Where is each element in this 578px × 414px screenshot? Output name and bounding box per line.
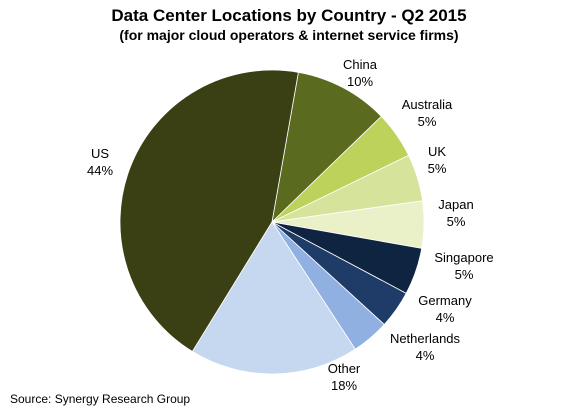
slice-percent-us: 44% [87, 163, 113, 178]
slice-label-netherlands: Netherlands [390, 331, 461, 346]
pie-slice-china [271, 71, 382, 224]
slice-percent-germany: 4% [436, 310, 455, 325]
slice-percent-netherlands: 4% [416, 348, 435, 363]
source-note: Source: Synergy Research Group [10, 392, 191, 406]
slice-percent-singapore: 5% [455, 267, 474, 282]
slice-percent-other: 18% [331, 378, 357, 393]
pie-slice-us [119, 69, 299, 353]
slice-percent-australia: 5% [418, 114, 437, 129]
slice-percent-japan: 5% [447, 214, 466, 229]
pie-slice-other [191, 221, 356, 375]
slice-label-other: Other [328, 361, 361, 376]
slice-label-australia: Australia [402, 97, 453, 112]
slice-label-us: US [91, 146, 109, 161]
slice-label-singapore: Singapore [434, 250, 493, 265]
slice-percent-uk: 5% [428, 161, 447, 176]
slice-percent-china: 10% [347, 74, 373, 89]
slice-label-japan: Japan [438, 197, 473, 212]
slice-label-germany: Germany [418, 293, 472, 308]
slice-label-uk: UK [428, 144, 446, 159]
chart-subtitle: (for major cloud operators & internet se… [119, 27, 459, 43]
chart-title: Data Center Locations by Country - Q2 20… [111, 6, 467, 25]
slice-label-china: China [343, 57, 378, 72]
